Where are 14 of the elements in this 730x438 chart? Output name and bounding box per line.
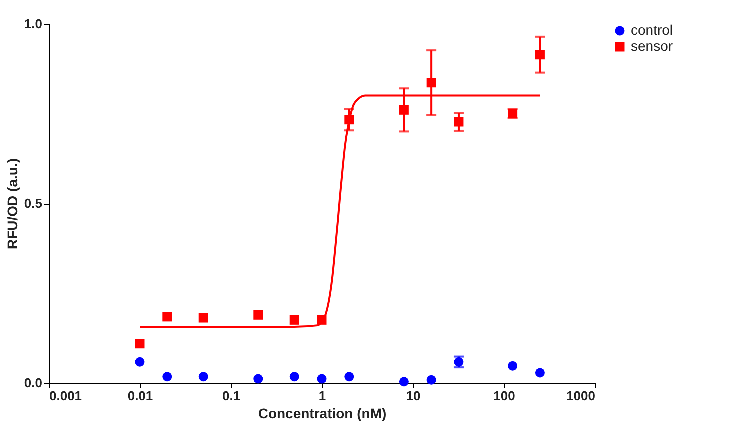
x-tick-label: 0.001 bbox=[50, 388, 82, 404]
x-tick-label: 1 bbox=[318, 388, 326, 404]
x-tick-label: 1000 bbox=[566, 388, 596, 404]
x-tick-label: 0.1 bbox=[222, 388, 241, 404]
x-tick-label: 10 bbox=[406, 388, 421, 404]
legend-label: control bbox=[631, 22, 674, 38]
x-tick-label: 100 bbox=[494, 388, 516, 404]
y-tick-label: 0.0 bbox=[24, 376, 42, 390]
legend-label: sensor bbox=[631, 38, 674, 54]
y-axis-title: RFU/OD (a.u.) bbox=[4, 158, 20, 250]
y-tick-label: 1.0 bbox=[24, 16, 42, 32]
y-tick-label: 0.5 bbox=[24, 196, 42, 211]
x-axis-title: Concentration (nM) bbox=[258, 406, 387, 422]
x-tick-label: 0.01 bbox=[128, 388, 154, 404]
